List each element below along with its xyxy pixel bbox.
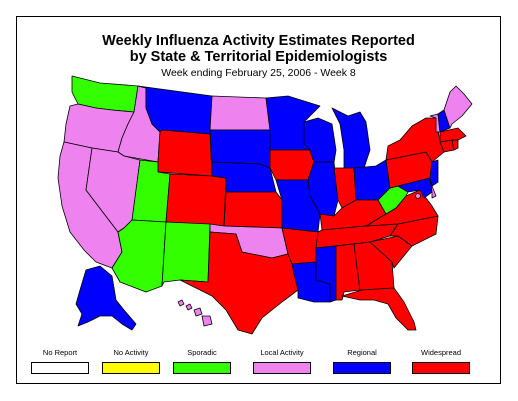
legend-label: No Report <box>42 348 78 357</box>
legend-swatch <box>102 362 160 374</box>
state-DE <box>429 177 437 199</box>
state-CO <box>165 173 227 227</box>
state-IA <box>269 149 315 181</box>
state-NJ <box>429 159 439 187</box>
state-SC <box>369 235 413 269</box>
state-VT <box>429 113 441 133</box>
legend-label: Sporadic <box>187 348 217 357</box>
map-title-line1: Weekly Influenza Activity Estimates Repo… <box>102 33 415 49</box>
legend-swatch <box>173 362 231 374</box>
map-title-line2: by State & Territorial Epidemiologists <box>129 49 388 65</box>
state-MA <box>439 127 467 143</box>
state-HI <box>177 299 213 327</box>
legend-label: Regional <box>347 348 377 357</box>
legend-swatch <box>412 362 470 374</box>
legend-label: No Activity <box>113 348 149 357</box>
state-NM <box>161 221 211 287</box>
state-ND <box>209 95 271 131</box>
state-KS <box>223 191 283 229</box>
map-subtitle: Week ending February 25, 2006 - Week 8 <box>161 67 356 79</box>
legend-swatch <box>333 362 391 374</box>
legend-label: Local Activity <box>260 348 304 357</box>
state-ME <box>443 85 473 129</box>
state-TX <box>179 231 299 335</box>
state-AZ <box>111 219 167 293</box>
state-DC <box>415 193 421 199</box>
state-AK <box>75 265 137 331</box>
legend-label: Widespread <box>420 348 462 357</box>
state-MI <box>331 107 371 169</box>
state-FL <box>341 287 417 331</box>
state-WY <box>157 129 213 177</box>
legend-swatch <box>31 362 89 374</box>
legend-swatch <box>253 362 311 374</box>
